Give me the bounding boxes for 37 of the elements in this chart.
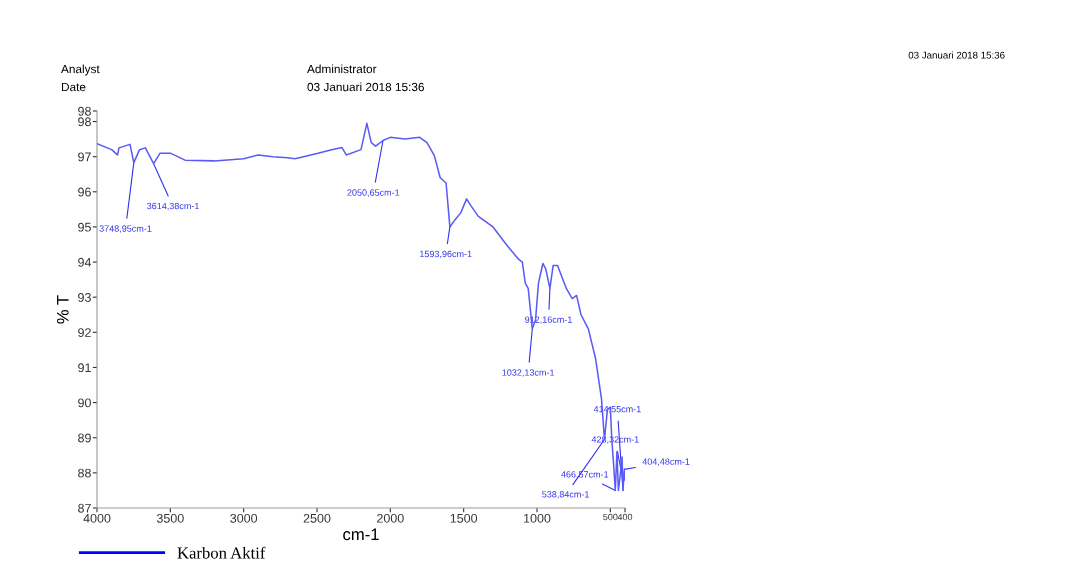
annotation: 2050,65cm-1 xyxy=(347,189,400,197)
y-axis-title: % T xyxy=(56,295,69,324)
x-tick-label: 500 xyxy=(603,513,618,521)
text: Analyst xyxy=(61,64,100,76)
x-tick-label: 3000 xyxy=(230,513,258,523)
annotation: 1032,13cm-1 xyxy=(502,369,555,377)
y-tick-label: 88 xyxy=(78,468,91,478)
annotation: 3748,95cm-1 xyxy=(99,225,152,233)
y-tick-label: 95 xyxy=(78,222,91,232)
text: Karbon Aktif xyxy=(177,546,266,559)
y-tick-label: 89 xyxy=(78,433,91,443)
text: 03 Januari 2018 15:36 xyxy=(908,51,1005,59)
y-tick-label: 91 xyxy=(78,363,91,373)
x-tick-label: 1000 xyxy=(524,513,551,523)
y-tick-label: 93 xyxy=(78,293,91,302)
x-tick-label: 1500 xyxy=(450,513,478,523)
text: Administrator xyxy=(307,64,377,74)
x-tick-label: 3500 xyxy=(156,513,184,523)
text: 03 Januari 2018 15:36 xyxy=(307,82,424,92)
x-tick-label: 4000 xyxy=(83,513,111,523)
y-tick-label: 98 xyxy=(78,106,91,116)
annotation: 3614,38cm-1 xyxy=(147,202,199,211)
x-tick-label: 400 xyxy=(617,513,633,521)
y-tick-label: 98 xyxy=(78,117,91,127)
annotation: 1593,96cm-1 xyxy=(420,250,472,259)
y-tick-label: 94 xyxy=(78,257,92,267)
annotation: 404,48cm-1 xyxy=(642,458,690,466)
text: Date xyxy=(61,82,86,92)
y-tick-label: 87 xyxy=(78,503,91,513)
y-tick-label: 96 xyxy=(78,187,91,197)
x-axis-title: cm-1 xyxy=(343,528,379,541)
y-tick-label: 90 xyxy=(78,398,91,408)
x-tick-label: 2000 xyxy=(377,513,404,523)
x-tick-label: 2500 xyxy=(303,513,331,523)
annotation: 538,84cm-1 xyxy=(542,491,589,499)
y-tick-label: 97 xyxy=(78,152,91,162)
y-tick-label: 92 xyxy=(78,328,91,337)
